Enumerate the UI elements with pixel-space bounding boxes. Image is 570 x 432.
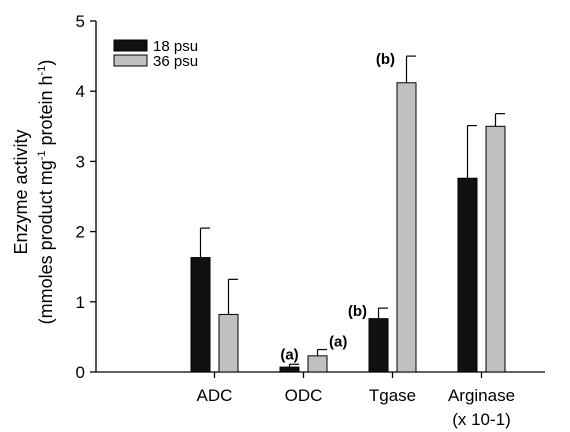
y-axis-title-part: (mmoles product mg [36,160,56,324]
x-tick-label: Arginase [448,386,515,405]
bar [368,318,389,373]
significance-label: (b) [376,51,395,68]
annotations: (a)(a)(b)(b) [280,51,395,363]
significance-label: (a) [280,346,298,363]
legend-swatch [113,54,148,67]
x-tick-label: Tgase [369,386,416,405]
y-axis-title-line1: Enzyme activity [11,129,31,254]
bar [485,125,506,373]
legend-swatch [113,39,148,52]
x-tick-label: ADC [197,386,233,405]
legend-label: 36 psu [153,53,198,70]
significance-label: (a) [329,334,347,351]
bar [218,313,239,373]
bar [307,355,328,373]
bar [190,257,211,373]
bars [190,55,506,373]
x-axis: ADC ODC Tgase Arginase (x 10-1) [96,371,545,429]
y-tick-label: 1 [76,293,85,312]
bar [396,82,417,373]
significance-label: (b) [348,303,367,320]
y-axis-title-superscript: -1 [36,66,48,76]
y-axis-title-part: ) [36,60,56,66]
legend-label: 18 psu [153,38,198,55]
x-tick-label: ODC [285,386,323,405]
bar [279,366,300,373]
bar [457,177,478,373]
x-tick-sublabel: (x 10-1) [452,410,511,429]
y-tick-label: 5 [76,12,85,31]
y-axis-title-line2: (mmoles product mg-1 protein h-1) [36,60,56,325]
y-tick-label: 2 [76,223,85,242]
y-tick-label: 0 [76,363,85,382]
y-tick-label: 3 [76,152,85,171]
y-axis-title-superscript: -1 [36,151,48,161]
y-axis-title-part: protein h [36,75,56,150]
y-tick-label: 4 [76,82,85,101]
y-axis: 0 1 2 3 4 5 [76,12,97,382]
